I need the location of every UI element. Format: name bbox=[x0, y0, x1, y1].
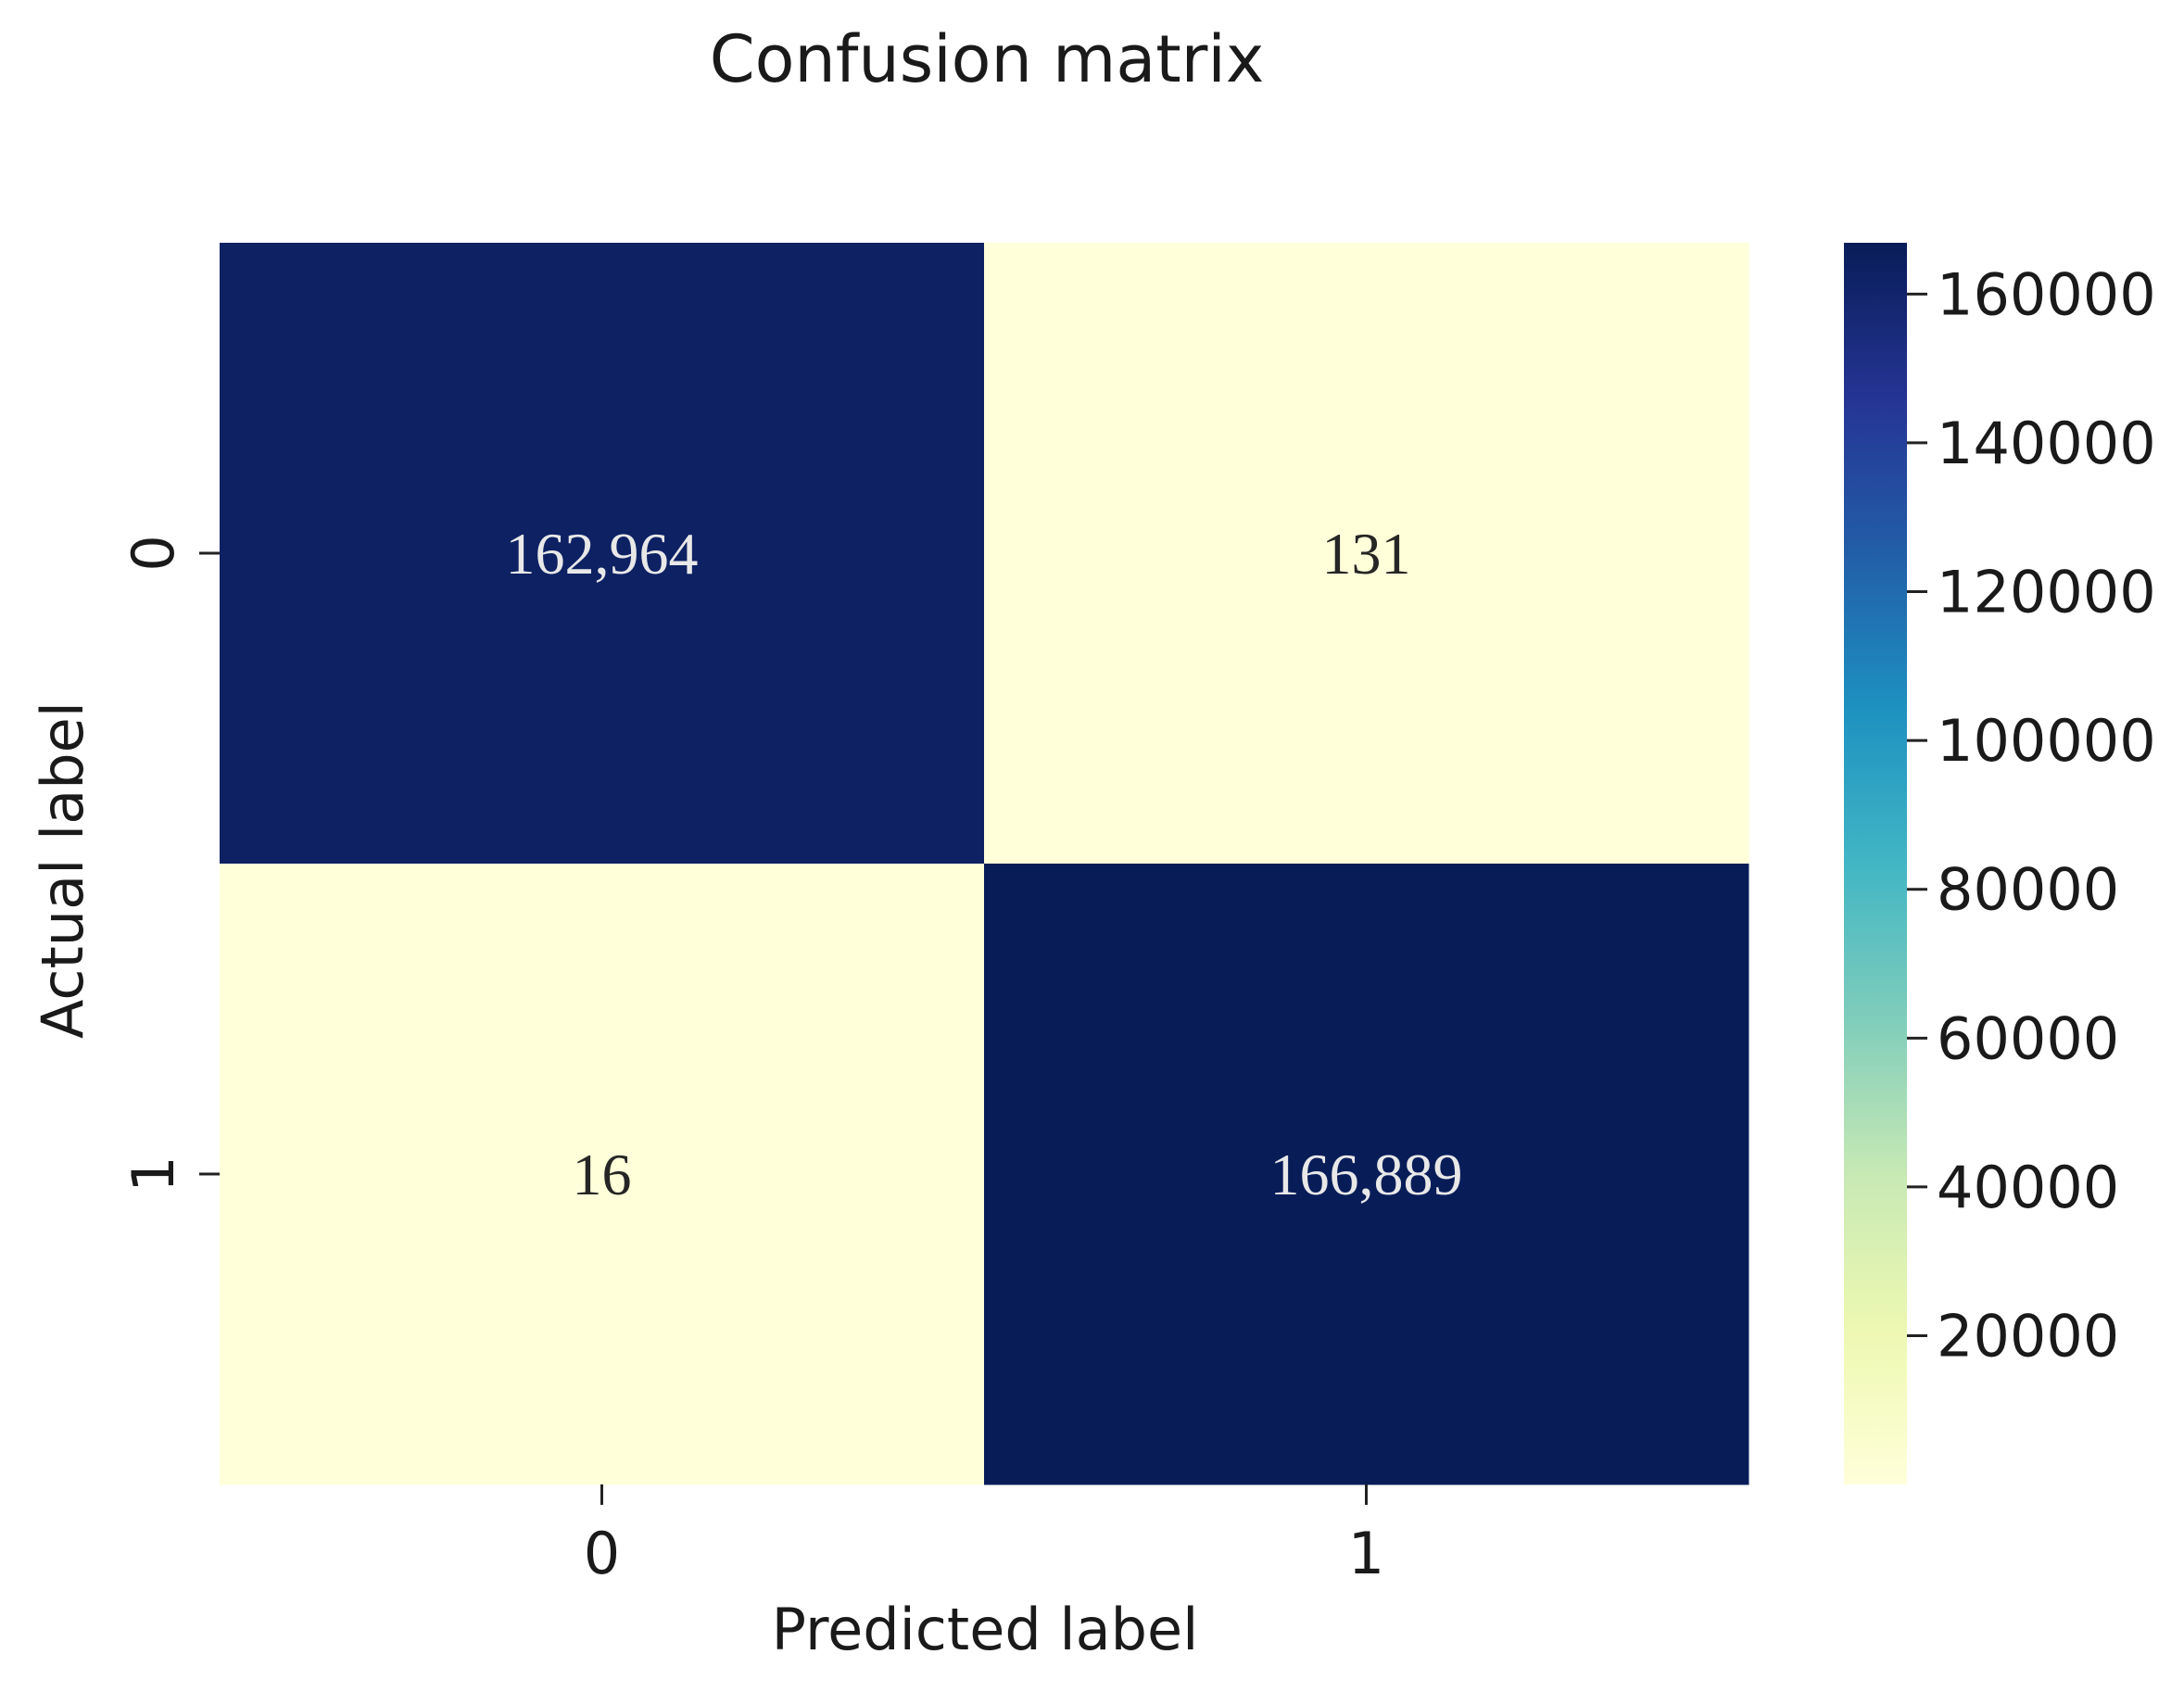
y-axis-ticks: 01 bbox=[120, 535, 220, 1193]
cell-value-label: 131 bbox=[1322, 521, 1411, 587]
cell-value-label: 166,889 bbox=[1270, 1142, 1463, 1207]
colorbar-tick-label: 60000 bbox=[1937, 1004, 2119, 1072]
colorbar-tick-label: 40000 bbox=[1937, 1154, 2119, 1221]
colorbar-tick-label: 160000 bbox=[1937, 260, 2156, 328]
colorbar-gradient bbox=[1844, 243, 1907, 1484]
heatmap-cell-r1-c0 bbox=[220, 864, 985, 1485]
colorbar: 20000 40000 60000 80000 100000 120000 140000 16… bbox=[1844, 243, 2156, 1484]
heatmap-cell-r1-c1 bbox=[984, 864, 1749, 1485]
colorbar-tick-label: 140000 bbox=[1937, 410, 2156, 477]
colorbar-tick-label: 120000 bbox=[1937, 559, 2156, 626]
heatmap-cell-r0-c1 bbox=[984, 243, 1749, 865]
x-tick-label: 0 bbox=[584, 1520, 620, 1587]
y-tick-label: 1 bbox=[120, 1155, 187, 1192]
cell-value-label: 16 bbox=[573, 1142, 632, 1207]
chart-title: Confusion matrix bbox=[710, 21, 1265, 97]
colorbar-tick-label: 100000 bbox=[1937, 707, 2156, 775]
heatmap-cell-r0-c0 bbox=[220, 243, 985, 865]
x-axis-label: Predicted label bbox=[772, 1596, 1199, 1663]
x-tick-label: 1 bbox=[1348, 1520, 1384, 1587]
colorbar-tick-label: 20000 bbox=[1937, 1303, 2119, 1370]
heatmap-cells: 162,964 131 16 166,889 bbox=[220, 243, 1749, 1485]
cell-value-label: 162,964 bbox=[506, 521, 699, 587]
colorbar-ticks: 20000 40000 60000 80000 100000 120000 140000 16… bbox=[1907, 260, 2156, 1370]
colorbar-tick-label: 80000 bbox=[1937, 856, 2119, 924]
y-axis-label: Actual label bbox=[29, 701, 96, 1039]
y-tick-label: 0 bbox=[120, 535, 187, 571]
